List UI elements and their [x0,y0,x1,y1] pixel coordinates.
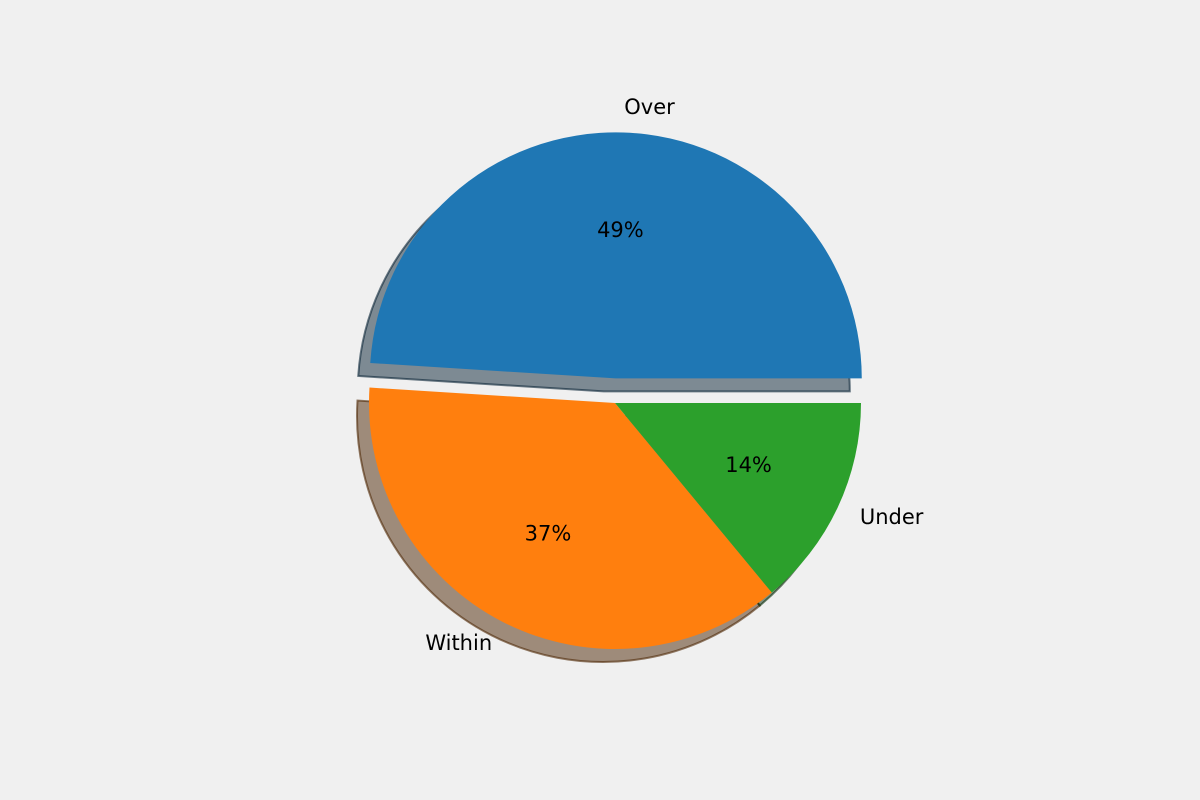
value-label: 14% [725,453,772,477]
wedge [615,403,861,593]
value-label: 49% [597,218,644,242]
wedge-label: Over [624,95,675,119]
wedge-label: Under [860,505,924,529]
wedge [370,132,862,379]
value-label: 37% [525,522,572,546]
wedge [369,387,772,649]
wedge-label: Within [425,631,492,655]
